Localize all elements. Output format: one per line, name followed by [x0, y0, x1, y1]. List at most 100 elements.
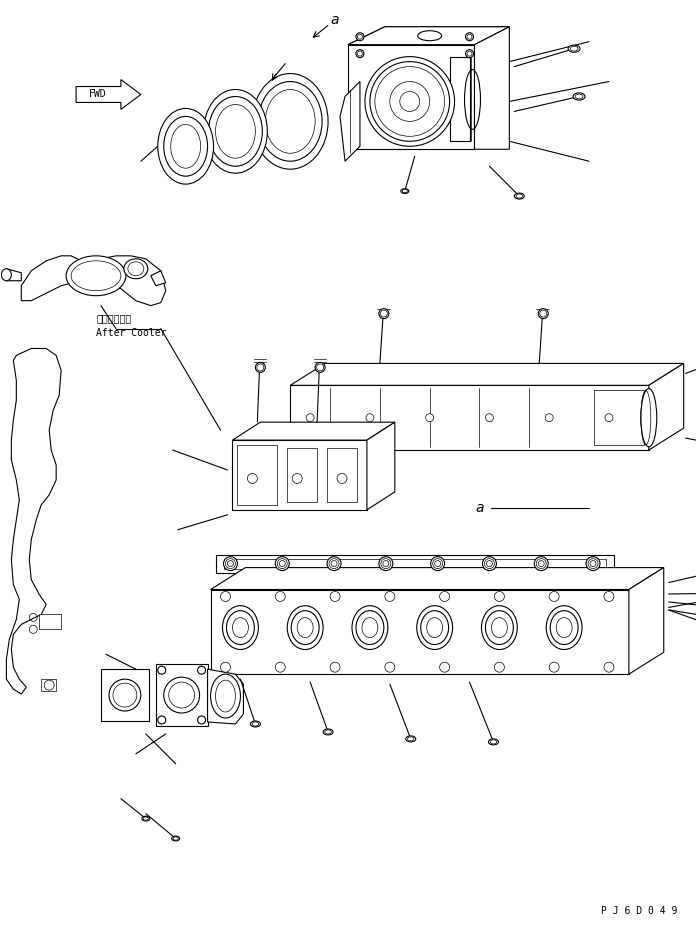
- Bar: [238, 445, 277, 505]
- Ellipse shape: [586, 557, 600, 571]
- Ellipse shape: [330, 591, 340, 601]
- Bar: [210, 589, 629, 674]
- Ellipse shape: [220, 662, 231, 672]
- Ellipse shape: [366, 413, 374, 422]
- Ellipse shape: [604, 662, 614, 672]
- Ellipse shape: [109, 679, 141, 711]
- Polygon shape: [22, 256, 166, 305]
- Ellipse shape: [171, 836, 180, 841]
- Ellipse shape: [494, 662, 505, 672]
- Polygon shape: [367, 422, 395, 510]
- Ellipse shape: [210, 674, 240, 718]
- Ellipse shape: [538, 309, 549, 318]
- Ellipse shape: [158, 716, 166, 724]
- Ellipse shape: [198, 667, 206, 674]
- Ellipse shape: [379, 557, 393, 571]
- Ellipse shape: [224, 557, 238, 571]
- Bar: [41, 679, 56, 691]
- Ellipse shape: [406, 735, 415, 742]
- Ellipse shape: [141, 816, 150, 821]
- Ellipse shape: [330, 662, 340, 672]
- Ellipse shape: [385, 662, 395, 672]
- Ellipse shape: [535, 557, 549, 571]
- Ellipse shape: [426, 413, 434, 422]
- Ellipse shape: [204, 89, 268, 173]
- Ellipse shape: [546, 606, 582, 650]
- Ellipse shape: [287, 606, 323, 650]
- Text: a: a: [331, 13, 339, 27]
- Text: アフタクーラ: アフタクーラ: [96, 314, 131, 324]
- Ellipse shape: [327, 557, 341, 571]
- Ellipse shape: [352, 606, 388, 650]
- Ellipse shape: [1, 269, 11, 281]
- Ellipse shape: [164, 677, 199, 713]
- Polygon shape: [649, 363, 684, 450]
- Ellipse shape: [605, 413, 613, 422]
- Ellipse shape: [275, 662, 285, 672]
- Ellipse shape: [385, 591, 395, 601]
- Bar: [290, 385, 649, 450]
- Ellipse shape: [568, 45, 580, 52]
- Bar: [233, 440, 367, 510]
- Text: a: a: [475, 501, 484, 515]
- Polygon shape: [76, 79, 141, 110]
- Ellipse shape: [514, 193, 524, 199]
- Polygon shape: [6, 269, 22, 281]
- Polygon shape: [348, 27, 510, 45]
- Polygon shape: [233, 422, 395, 440]
- Polygon shape: [290, 363, 684, 385]
- Polygon shape: [629, 568, 664, 674]
- Ellipse shape: [482, 557, 496, 571]
- Ellipse shape: [494, 591, 505, 601]
- Ellipse shape: [440, 662, 450, 672]
- Ellipse shape: [315, 362, 325, 372]
- Bar: [215, 555, 614, 573]
- Text: P J 6 D 0 4 9: P J 6 D 0 4 9: [601, 906, 677, 916]
- Bar: [287, 448, 317, 502]
- Ellipse shape: [250, 721, 261, 727]
- Polygon shape: [151, 271, 166, 286]
- Ellipse shape: [549, 591, 559, 601]
- Ellipse shape: [365, 57, 454, 146]
- Ellipse shape: [275, 591, 285, 601]
- Polygon shape: [348, 27, 510, 45]
- Ellipse shape: [431, 557, 445, 571]
- Bar: [594, 390, 644, 445]
- Ellipse shape: [641, 388, 657, 447]
- Polygon shape: [208, 669, 243, 724]
- Ellipse shape: [220, 591, 231, 601]
- Polygon shape: [340, 82, 360, 161]
- Ellipse shape: [482, 606, 517, 650]
- Ellipse shape: [356, 49, 364, 58]
- Bar: [327, 448, 357, 502]
- Bar: [101, 669, 148, 721]
- Bar: [39, 614, 61, 629]
- Polygon shape: [210, 568, 664, 589]
- Bar: [155, 664, 208, 726]
- Ellipse shape: [255, 362, 266, 372]
- Ellipse shape: [158, 667, 166, 674]
- Ellipse shape: [573, 93, 585, 100]
- Ellipse shape: [417, 606, 452, 650]
- Ellipse shape: [198, 716, 206, 724]
- Text: FWD: FWD: [89, 89, 107, 100]
- Ellipse shape: [379, 309, 389, 318]
- Ellipse shape: [306, 413, 314, 422]
- Ellipse shape: [356, 33, 364, 41]
- Ellipse shape: [222, 606, 259, 650]
- Ellipse shape: [466, 33, 473, 41]
- Ellipse shape: [124, 259, 148, 278]
- Bar: [224, 559, 606, 569]
- Ellipse shape: [275, 557, 289, 571]
- Text: After Cooler: After Cooler: [96, 328, 167, 338]
- Bar: [450, 57, 470, 142]
- Ellipse shape: [158, 108, 213, 184]
- Ellipse shape: [418, 31, 442, 41]
- Ellipse shape: [604, 591, 614, 601]
- Polygon shape: [475, 27, 510, 149]
- Ellipse shape: [323, 729, 333, 735]
- Ellipse shape: [549, 662, 559, 672]
- Ellipse shape: [485, 413, 493, 422]
- Ellipse shape: [401, 189, 408, 194]
- Ellipse shape: [489, 739, 498, 745]
